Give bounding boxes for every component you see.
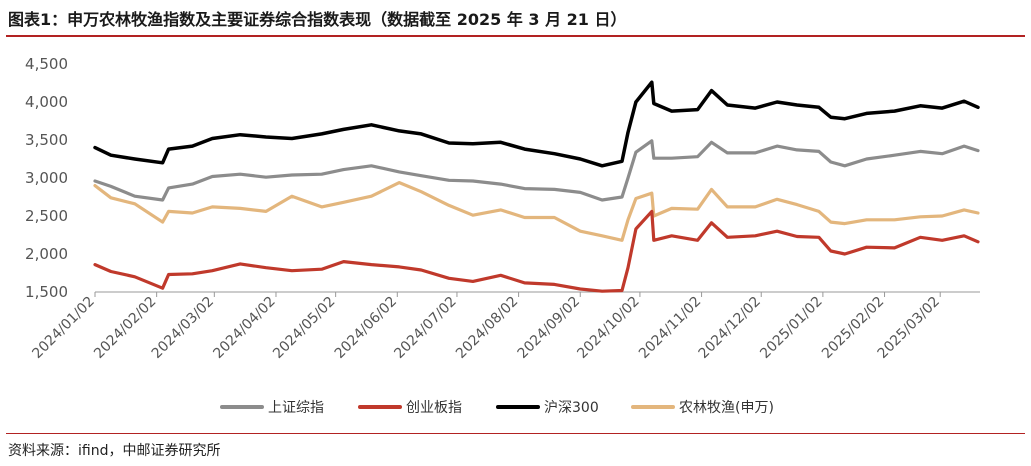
x-tick-label: 2024/04/02: [210, 294, 278, 362]
y-tick-label: 3,500: [25, 131, 68, 149]
x-tick-label: 2024/10/02: [574, 294, 642, 362]
x-axis: 2024/01/022024/02/022024/03/022024/04/02…: [29, 292, 943, 362]
legend-label: 农林牧渔(申万): [679, 400, 774, 416]
y-tick-label: 2,500: [25, 207, 68, 225]
y-tick-label: 4,500: [25, 55, 68, 73]
plot-area: [93, 80, 980, 293]
y-tick-label: 3,000: [25, 169, 68, 187]
x-tick-label: 2024/07/02: [391, 294, 459, 362]
series-line: [93, 80, 980, 168]
chart-title: 图表1：申万农林牧渔指数及主要证券综合指数表现（数据截至 2025 年 3 月 …: [8, 10, 627, 29]
series-line: [93, 139, 980, 202]
legend-label: 创业板指: [406, 400, 462, 416]
x-tick-label: 2024/06/02: [332, 294, 400, 362]
x-tick-label: 2024/11/02: [636, 294, 704, 362]
title-divider: [6, 35, 1025, 37]
x-tick-label: 2024/05/02: [270, 294, 338, 362]
legend: 上证综指 创业板指 沪深300 农林牧渔(申万): [220, 400, 774, 416]
x-tick-label: 2025/01/02: [757, 294, 825, 362]
x-tick-label: 2024/03/02: [149, 294, 217, 362]
source-divider: [6, 433, 1025, 434]
legend-label: 上证综指: [268, 400, 324, 416]
x-tick-label: 2024/12/02: [696, 294, 764, 362]
legend-label: 沪深300: [544, 400, 599, 416]
x-tick-label: 2024/01/02: [29, 294, 97, 362]
series-line: [93, 209, 980, 293]
y-tick-label: 2,000: [25, 245, 68, 263]
y-tick-label: 1,500: [25, 283, 68, 301]
y-tick-label: 4,000: [25, 93, 68, 111]
x-tick-label: 2024/08/02: [453, 294, 521, 362]
x-tick-label: 2024/09/02: [515, 294, 583, 362]
series-line: [93, 181, 980, 242]
source-note: 资料来源：ifind，中邮证券研究所: [8, 443, 221, 459]
y-axis: 1,500 2,000 2,500 3,000 3,500 4,000 4,500: [25, 55, 68, 301]
